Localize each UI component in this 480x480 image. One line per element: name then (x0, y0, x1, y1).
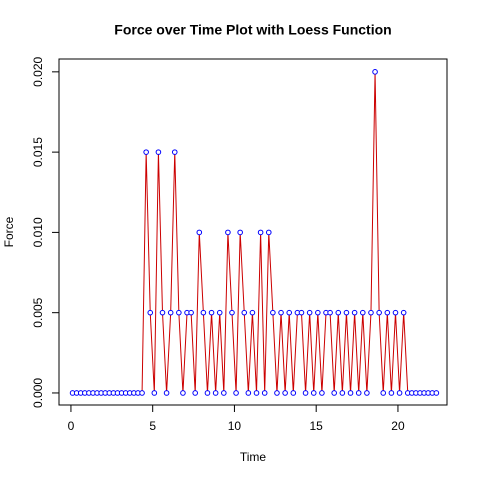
data-point (212, 390, 219, 396)
data-point (143, 149, 149, 155)
data-point (433, 390, 440, 396)
data-point (257, 229, 264, 236)
data-point (208, 309, 215, 316)
data-point (253, 390, 260, 396)
data-point (249, 309, 256, 316)
x-tick-label: 0 (68, 419, 75, 433)
data-point (364, 390, 370, 396)
data-point (319, 390, 325, 396)
data-point (302, 390, 309, 396)
data-point (400, 309, 407, 316)
data-point (376, 309, 382, 316)
data-point (163, 390, 170, 396)
data-point (368, 309, 374, 316)
x-tick-label: 15 (310, 419, 324, 433)
data-point (245, 390, 252, 396)
data-point (310, 390, 317, 396)
data-point (196, 229, 203, 236)
data-point (241, 309, 248, 316)
data-point (147, 309, 154, 316)
data-point (237, 229, 243, 236)
data-point (180, 390, 186, 396)
chart-title: Force over Time Plot with Loess Function (114, 22, 391, 38)
y-tick-label: 0.010 (31, 217, 45, 247)
y-tick-label: 0.015 (31, 137, 45, 167)
data-point (327, 309, 333, 316)
data-point (171, 149, 178, 155)
data-point (233, 390, 239, 396)
data-point (282, 390, 288, 396)
data-point (290, 390, 297, 396)
data-point (384, 309, 391, 316)
data-point (355, 390, 362, 396)
data-point (167, 309, 174, 316)
data-point (176, 309, 182, 316)
data-point (359, 309, 366, 316)
data-line (72, 71, 437, 394)
data-point (315, 309, 321, 316)
data-point (261, 390, 268, 396)
data-point (306, 309, 313, 316)
data-point (298, 309, 305, 316)
y-tick-label: 0.005 (31, 297, 45, 327)
data-point (392, 309, 399, 316)
data-point (278, 309, 284, 316)
data-point (139, 390, 145, 396)
data-point (343, 309, 350, 316)
data-point (274, 390, 280, 396)
data-point (151, 390, 158, 396)
data-point (372, 69, 378, 75)
data-point (339, 390, 346, 396)
y-axis-label: Force (2, 216, 16, 247)
data-point (335, 309, 342, 316)
data-point (229, 309, 235, 316)
data-point (388, 390, 395, 396)
plot-frame (58, 58, 448, 406)
data-point (331, 390, 337, 396)
data-point (188, 309, 194, 316)
x-tick-label: 20 (391, 419, 405, 433)
data-point (265, 229, 272, 236)
data-point (216, 309, 223, 316)
x-axis-label: Time (240, 450, 267, 464)
data-point (192, 390, 199, 396)
y-tick-label: 0.020 (31, 57, 45, 87)
data-point (396, 390, 403, 396)
data-point (380, 390, 387, 396)
data-point (155, 149, 162, 155)
data-point (200, 309, 207, 316)
data-point (225, 229, 231, 236)
data-point (204, 390, 211, 396)
x-tick-label: 10 (228, 419, 242, 433)
data-point (270, 309, 276, 316)
y-tick-label: 0.000 (31, 378, 45, 408)
data-point (221, 390, 227, 396)
data-point (351, 309, 358, 316)
x-tick-label: 5 (149, 419, 156, 433)
data-point (347, 390, 354, 396)
data-point (286, 309, 293, 316)
data-point (159, 309, 166, 316)
